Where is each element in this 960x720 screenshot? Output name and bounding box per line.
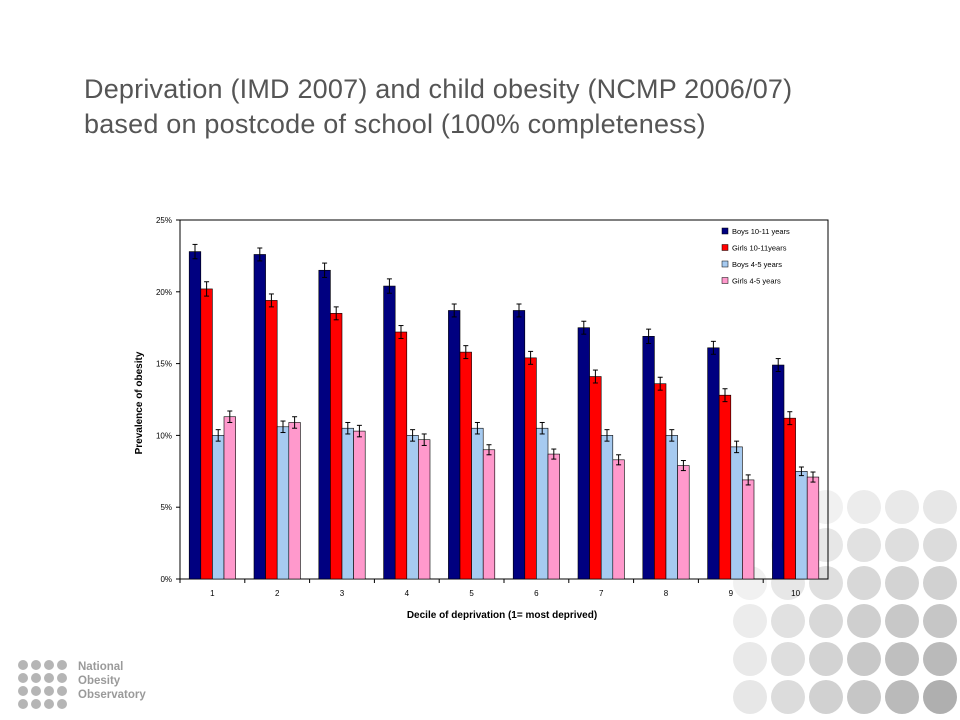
legend-label: Boys 4-5 years xyxy=(732,260,782,269)
x-axis-label: Decile of deprivation (1= most deprived) xyxy=(407,610,597,621)
bar xyxy=(524,357,537,580)
logo-line-1: National xyxy=(78,661,124,673)
bar xyxy=(265,300,278,580)
bar xyxy=(772,364,785,580)
logo-text: National Obesity Observatory xyxy=(78,660,146,702)
bar xyxy=(253,254,266,580)
bar xyxy=(547,453,560,580)
logo-dot xyxy=(44,686,54,696)
x-tick-label: 4 xyxy=(405,589,410,598)
bar xyxy=(318,269,331,580)
bar xyxy=(718,394,732,580)
logo-dot xyxy=(31,686,41,696)
logo-dot xyxy=(57,686,67,696)
legend-swatch xyxy=(721,260,729,268)
x-tick-label: 7 xyxy=(599,589,604,598)
legend-label: Girls 10-11years xyxy=(732,244,787,253)
legend-swatch xyxy=(721,227,729,235)
logo-dot xyxy=(57,699,67,709)
bar xyxy=(459,351,472,580)
x-tick-label: 2 xyxy=(275,589,280,598)
y-tick-label: 20% xyxy=(156,288,172,297)
bar xyxy=(795,470,808,580)
logo-dot xyxy=(44,673,54,683)
logo-dot xyxy=(57,673,67,683)
x-tick-label: 8 xyxy=(664,589,669,598)
chart-error-bars xyxy=(192,243,816,486)
logo-line-3: Observatory xyxy=(78,689,146,701)
chart-bars xyxy=(188,251,820,580)
bar xyxy=(482,449,496,580)
bar xyxy=(418,439,431,580)
bar xyxy=(707,347,720,580)
legend-label: Boys 10-11 years xyxy=(732,227,790,236)
x-tick-label: 10 xyxy=(791,589,800,598)
legend-label: Girls 4-5 years xyxy=(732,277,781,286)
legend-swatch xyxy=(721,244,729,251)
y-tick-label: 5% xyxy=(160,503,172,512)
bar xyxy=(471,427,484,580)
bar xyxy=(212,435,225,580)
logo-dot xyxy=(44,660,54,670)
logo-dot xyxy=(31,673,41,683)
bar xyxy=(341,427,354,580)
logo-line-2: Obesity xyxy=(78,675,121,687)
bar xyxy=(394,331,408,580)
bar xyxy=(806,476,820,580)
y-tick-label: 25% xyxy=(156,216,172,225)
legend-swatch xyxy=(721,277,729,284)
x-tick-label: 3 xyxy=(340,589,345,598)
logo-dot xyxy=(31,660,41,670)
slide-title: Deprivation (IMD 2007) and child obesity… xyxy=(84,74,793,139)
chart-axes: 0% 5% 10% 15% 20% 25% 1 2 3 4 5 6 7 8 9 10 xyxy=(156,216,829,598)
y-tick-label: 0% xyxy=(160,575,172,584)
bar xyxy=(200,288,213,580)
y-tick-label: 10% xyxy=(156,431,172,440)
x-tick-label: 6 xyxy=(534,589,539,598)
bar xyxy=(188,251,202,580)
bar xyxy=(730,446,743,580)
y-axis-label: Prevalence of obesity xyxy=(134,351,145,454)
bar xyxy=(448,310,461,580)
x-tick-label: 5 xyxy=(469,589,474,598)
national-obesity-observatory-logo: National Obesity Observatory xyxy=(18,660,158,710)
bar xyxy=(742,479,755,580)
bar xyxy=(783,417,796,580)
bar xyxy=(406,435,419,580)
bar xyxy=(512,310,526,580)
bar xyxy=(383,285,396,580)
logo-dot xyxy=(18,699,28,709)
logo-dot xyxy=(57,660,67,670)
bar xyxy=(612,459,625,580)
logo-dot xyxy=(31,699,41,709)
x-tick-label: 9 xyxy=(729,589,734,598)
logo-dot xyxy=(44,699,54,709)
chart-legend: Boys 10-11 years Girls 10-11years Boys 4-5… xyxy=(721,227,790,286)
bar xyxy=(577,327,590,580)
logo-dot xyxy=(18,686,28,696)
x-tick-label: 1 xyxy=(210,589,215,598)
bar xyxy=(665,435,678,580)
bar xyxy=(330,313,343,580)
bar xyxy=(600,435,614,580)
logo-dot xyxy=(18,660,28,670)
bar xyxy=(642,336,655,580)
bar xyxy=(677,465,690,580)
bar xyxy=(288,422,301,580)
bar xyxy=(276,426,290,580)
bar xyxy=(223,416,236,580)
bar xyxy=(589,376,602,580)
bar xyxy=(654,383,667,580)
logo-dot-grid xyxy=(18,660,67,709)
bar xyxy=(353,430,366,580)
y-tick-label: 15% xyxy=(156,360,172,369)
bar xyxy=(536,427,549,580)
logo-dot xyxy=(18,673,28,683)
